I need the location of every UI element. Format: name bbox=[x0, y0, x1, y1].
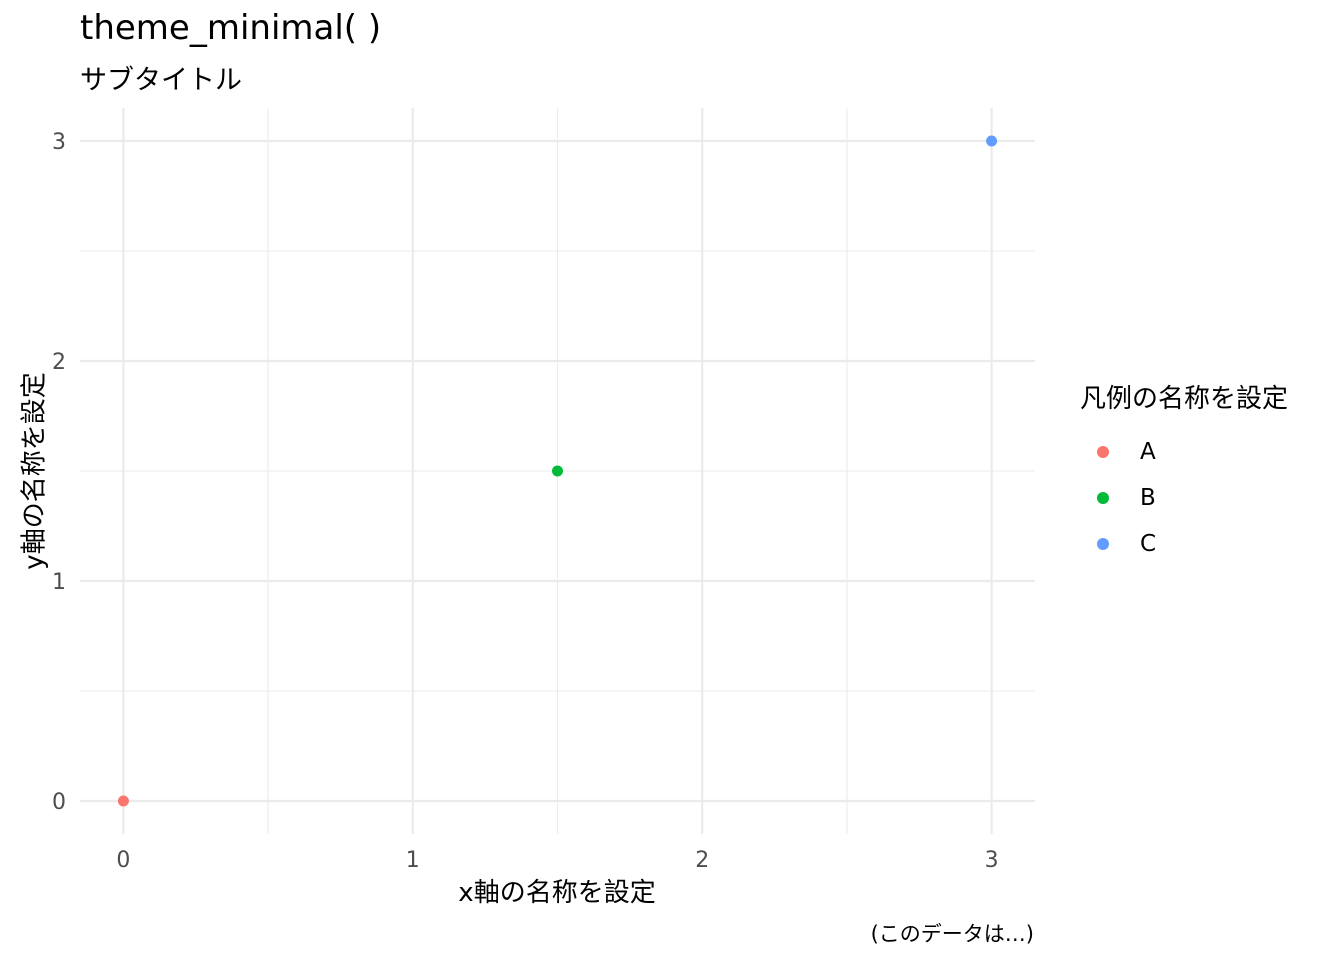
legend-label-b: B bbox=[1140, 485, 1156, 511]
x-tick-label-1: 1 bbox=[406, 848, 420, 873]
legend-title: 凡例の名称を設定 bbox=[1080, 384, 1289, 414]
point-c-0 bbox=[986, 135, 998, 147]
chart-caption: (このデータは…) bbox=[870, 922, 1034, 946]
chart-title: theme_minimal( ) bbox=[80, 8, 382, 48]
legend-item-c: C bbox=[1080, 521, 1330, 567]
y-tick-label-2: 2 bbox=[52, 350, 66, 375]
legend-item-a: A bbox=[1080, 429, 1330, 475]
y-tick-label-0: 0 bbox=[52, 790, 66, 815]
x-tick-label-2: 2 bbox=[695, 848, 709, 873]
legend-key-a bbox=[1097, 446, 1109, 458]
chart-subtitle: サブタイトル bbox=[80, 65, 242, 96]
legend-item-b: B bbox=[1080, 475, 1330, 521]
x-tick-label-3: 3 bbox=[985, 848, 999, 873]
point-b-0 bbox=[552, 465, 563, 477]
legend-key-c bbox=[1097, 538, 1109, 550]
y-tick-label-1: 1 bbox=[52, 570, 66, 595]
y-axis-title: y軸の名称を設定 bbox=[19, 372, 50, 570]
legend: 凡例の名称を設定 A B C bbox=[1080, 378, 1330, 567]
legend-label-c: C bbox=[1140, 531, 1157, 557]
x-axis-title: x軸の名称を設定 bbox=[458, 878, 656, 908]
x-tick-label-0: 0 bbox=[116, 848, 130, 873]
legend-key-b bbox=[1097, 492, 1109, 504]
y-tick-label-3: 3 bbox=[52, 130, 66, 155]
point-a-0 bbox=[117, 795, 129, 807]
legend-label-a: A bbox=[1140, 439, 1156, 465]
